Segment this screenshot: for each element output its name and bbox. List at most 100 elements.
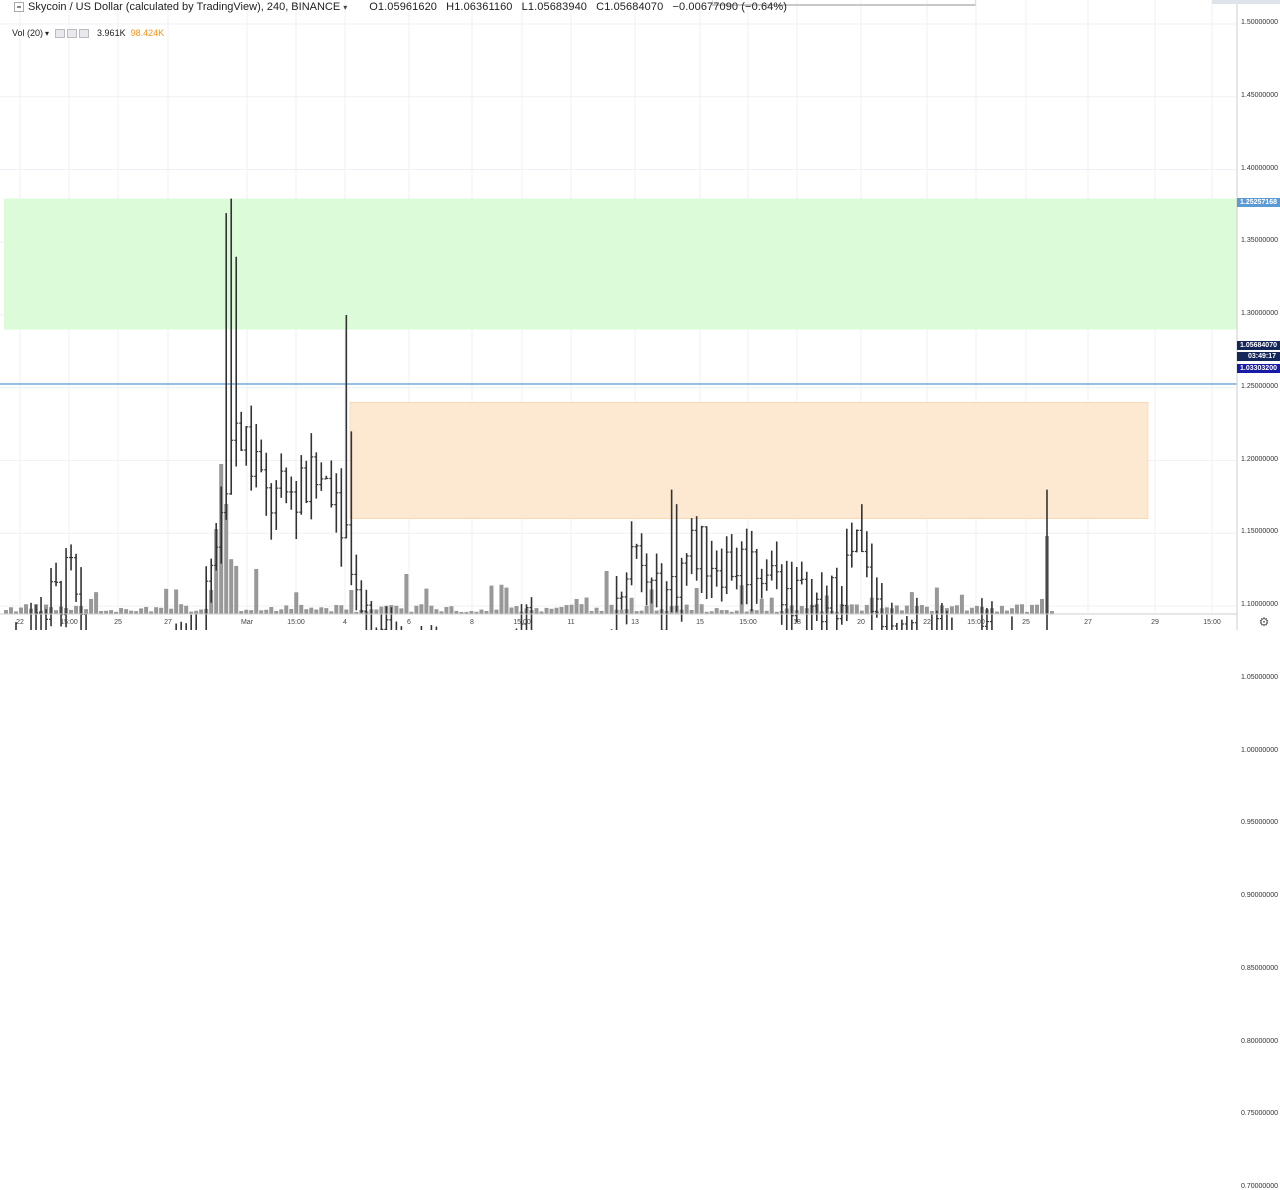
volume-bar xyxy=(724,610,729,614)
volume-value: 3.961K xyxy=(97,28,126,38)
volume-bar xyxy=(54,610,59,614)
ohlc-bar xyxy=(874,577,879,618)
ohlc-bar xyxy=(699,525,704,593)
ohlc-bar xyxy=(344,315,349,539)
minus-square-icon[interactable] xyxy=(14,2,24,12)
ohlc-bar xyxy=(359,580,364,613)
volume-bar xyxy=(1034,604,1039,614)
ohlc-bar xyxy=(689,518,694,575)
volume-bar xyxy=(919,604,924,614)
ohlc-bar xyxy=(984,607,989,630)
ohlc-bar xyxy=(754,548,759,604)
volume-bar xyxy=(714,608,719,614)
ohlc-bar xyxy=(1011,616,1013,630)
ohlc-bar xyxy=(334,473,339,533)
volume-bar xyxy=(764,610,769,614)
volume-bar xyxy=(849,604,854,614)
price-axis-label: 1.10000000 xyxy=(1241,601,1278,608)
volume-bar xyxy=(884,607,889,614)
ohlc-bar xyxy=(384,606,389,630)
volume-bar xyxy=(1009,608,1014,614)
volume-label[interactable]: Vol (20) xyxy=(12,28,44,38)
time-axis-label: 15:00 xyxy=(513,619,531,626)
ohlc-bar xyxy=(789,561,794,630)
ohlc-bar xyxy=(39,596,42,630)
ohlc-bar xyxy=(629,521,634,586)
time-axis-label: 15:00 xyxy=(1203,619,1221,626)
volume-bar xyxy=(859,610,864,614)
ohlc-bar xyxy=(229,198,234,495)
ohlc-bar xyxy=(259,439,264,473)
ohlc-bar xyxy=(814,592,819,622)
ohlc-bar xyxy=(911,619,914,630)
ohlc-bar xyxy=(79,567,84,630)
ohlc-bar xyxy=(869,543,874,630)
ohlc-bar xyxy=(274,480,279,530)
volume-bar xyxy=(454,610,459,614)
volume-bar xyxy=(619,609,624,614)
ohlc-bar xyxy=(615,575,619,630)
time-axis-label: Mar xyxy=(240,619,254,626)
price-axis-label: 1.05000000 xyxy=(1241,673,1278,681)
volume-bar xyxy=(499,584,504,614)
volume-bar xyxy=(254,569,259,614)
volume-bar xyxy=(194,610,199,614)
volume-bar xyxy=(584,597,589,614)
volume-bar xyxy=(509,607,514,614)
volume-bar xyxy=(249,610,254,614)
volume-bar xyxy=(304,609,309,614)
volume-bar xyxy=(84,609,89,614)
volume-bar xyxy=(334,605,339,614)
close-icon[interactable] xyxy=(79,28,90,38)
volume-bar xyxy=(104,610,109,614)
volume-bar xyxy=(9,607,14,614)
ohlc-bar xyxy=(891,602,894,630)
symbol-title[interactable]: Skycoin / US Dollar (calculated by Tradi… xyxy=(28,1,341,13)
ohlc-bar xyxy=(309,433,314,520)
volume-bar xyxy=(294,592,299,614)
ohlc-bar xyxy=(74,553,79,602)
chevron-down-icon[interactable]: ▾ xyxy=(343,2,348,12)
ohlc-bar xyxy=(989,601,993,630)
volume-bar xyxy=(419,604,424,614)
volume-bar xyxy=(439,611,444,614)
ohlc-bar xyxy=(854,529,859,553)
volume-bar xyxy=(544,607,549,614)
settings-icon[interactable] xyxy=(67,28,78,38)
volume-bar xyxy=(964,610,969,614)
ohlc-bar xyxy=(639,533,644,593)
volume-bar xyxy=(599,610,604,614)
volume-bar xyxy=(344,609,349,614)
volume-bar xyxy=(339,605,344,614)
ohlc-bar xyxy=(784,560,789,630)
price-chart[interactable] xyxy=(0,0,1280,630)
volume-bar xyxy=(224,504,229,614)
time-axis-label: 15:00 xyxy=(60,619,78,626)
eye-icon[interactable] xyxy=(55,28,66,38)
time-axis-label: 15 xyxy=(696,619,704,626)
ohlc-bar xyxy=(834,567,839,630)
ohlc-bar xyxy=(729,534,734,581)
volume-bar xyxy=(629,597,634,614)
volume-bar xyxy=(139,608,144,614)
volume-bar xyxy=(1050,611,1054,614)
volume-bar xyxy=(14,611,19,614)
volume-bar xyxy=(864,604,869,614)
time-axis-label: 15:00 xyxy=(739,619,757,626)
gear-icon[interactable]: ⚙ xyxy=(1258,615,1270,629)
volume-bar xyxy=(69,609,74,614)
ohlc-bar xyxy=(395,621,398,630)
ohlc-bar xyxy=(734,547,739,590)
volume-bar xyxy=(539,611,544,614)
chevron-down-icon[interactable]: ▾ xyxy=(45,28,50,38)
ohlc-bar xyxy=(1046,489,1048,630)
volume-bar xyxy=(904,605,909,614)
ohlc-bar xyxy=(764,559,769,591)
volume-bar xyxy=(94,592,99,614)
time-axis-label: 27 xyxy=(164,619,172,626)
volume-bar xyxy=(354,611,359,614)
volume-bar xyxy=(329,611,334,614)
volume-bar xyxy=(1024,611,1029,614)
ohlc-bar xyxy=(749,530,754,612)
ohlc-bar xyxy=(849,522,854,568)
